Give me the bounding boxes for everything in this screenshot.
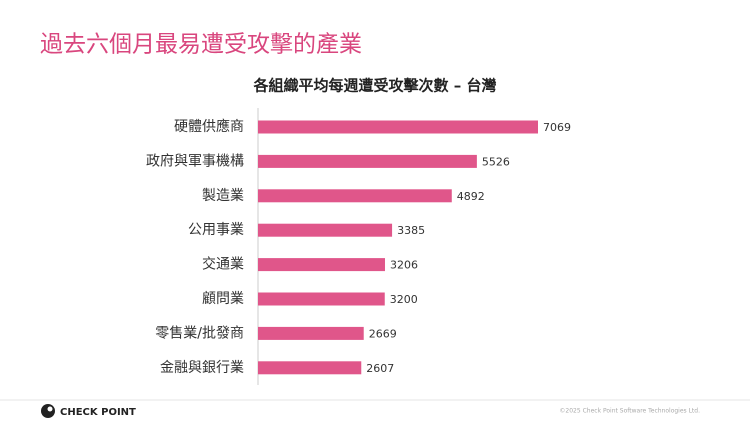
value-label: 3200 (390, 293, 418, 306)
bar (258, 223, 393, 237)
slide-title: 過去六個月最易遭受攻擊的產業 (40, 32, 362, 58)
value-label: 5526 (482, 155, 510, 168)
bar (258, 120, 538, 134)
category-label: 公用事業 (188, 222, 244, 238)
value-label: 3206 (390, 259, 418, 272)
category-label: 金融與銀行業 (160, 360, 244, 376)
category-label: 政府與軍事機構 (146, 153, 244, 169)
bar (258, 361, 362, 375)
brand: CHECK POINT (60, 407, 136, 418)
chart-title: 各組織平均每週遭受攻擊次數 – 台灣 (253, 77, 497, 95)
copyright: ©2025 Check Point Software Technologies … (559, 408, 700, 415)
bar (258, 292, 385, 306)
category-label: 顧問業 (202, 291, 244, 307)
logo (41, 404, 55, 418)
value-label: 2607 (366, 362, 394, 375)
bar (258, 326, 364, 340)
bar (258, 154, 477, 168)
bar (258, 258, 385, 272)
value-label: 7069 (543, 121, 571, 134)
category-label: 零售業/批發商 (155, 325, 244, 341)
value-label: 4892 (457, 190, 485, 203)
category-label: 製造業 (202, 188, 244, 204)
category-label: 交通業 (202, 256, 244, 273)
category-label: 硬體供應商 (174, 118, 244, 135)
logo-icon (41, 404, 55, 418)
bar (258, 189, 452, 203)
value-label: 2669 (369, 327, 397, 340)
value-label: 3385 (397, 224, 425, 237)
logo-icon-dot (47, 406, 53, 412)
